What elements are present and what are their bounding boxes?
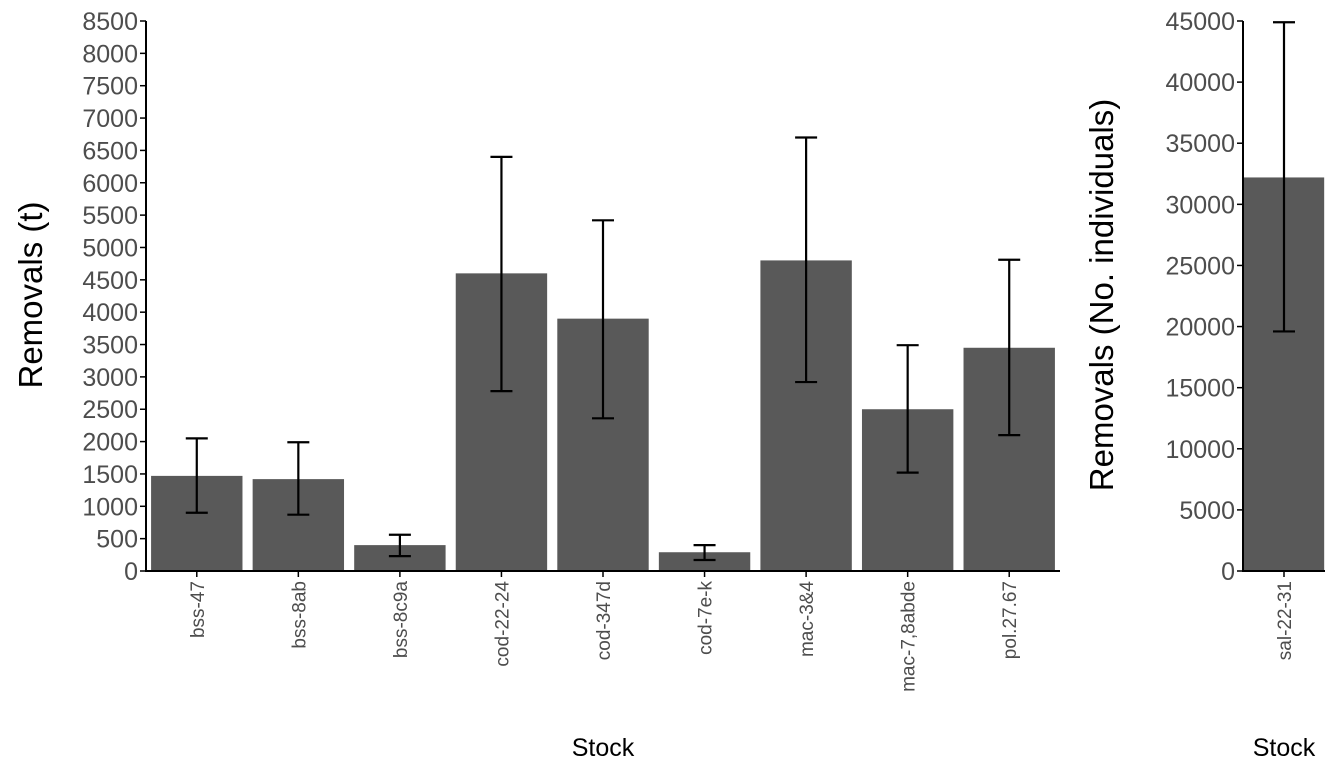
right-y-tick-label: 35000	[1165, 130, 1235, 158]
left-y-tick-label: 4000	[82, 299, 138, 327]
right-y-tick-label: 15000	[1165, 375, 1235, 403]
right-y-tick-label: 30000	[1165, 191, 1235, 219]
left-y-tick-label: 6000	[82, 170, 138, 198]
left-y-tick-label: 500	[96, 526, 138, 554]
right-y-tick-label: 10000	[1165, 436, 1235, 464]
left-y-tick-label: 5000	[82, 234, 138, 262]
left-y-tick-label: 1000	[82, 493, 138, 521]
left-y-tick-label: 3500	[82, 332, 138, 360]
left-y-tick-label: 7000	[82, 105, 138, 133]
left-x-axis-title: Stock	[572, 734, 635, 762]
left-y-tick-label: 8500	[82, 8, 138, 36]
left-y-axis-title: Removals (t)	[12, 201, 49, 388]
right-x-tick-label: sal-22-31	[1275, 581, 1296, 660]
right-y-tick-label: 5000	[1179, 497, 1235, 525]
left-y-tick-label: 5500	[82, 202, 138, 230]
left-x-tick-label: bss-8ab	[289, 581, 310, 649]
left-y-tick-label: 4500	[82, 267, 138, 295]
right-x-axis-title: Stock	[1253, 734, 1316, 762]
left-x-tick-label: cod-347d	[594, 581, 615, 660]
left-x-tick-label: bss-47	[188, 581, 209, 638]
left-x-tick-label: mac-7,8abde	[899, 581, 920, 692]
right-panel: Removals (No. individuals) Stock sal-22-…	[1083, 8, 1325, 762]
left-x-tick-label: pol.27.67	[1000, 581, 1021, 659]
right-y-tick-label: 0	[1221, 558, 1235, 586]
left-bar	[658, 552, 751, 571]
left-y-tick-label: 6500	[82, 137, 138, 165]
left-panel: Removals (t) Stock bss-47 bss-8ab bss-8c9a…	[12, 8, 1060, 762]
left-y-tick-label: 8000	[82, 40, 138, 68]
right-y-tick-label: 40000	[1165, 69, 1235, 97]
right-y-tick-label: 25000	[1165, 252, 1235, 280]
right-y-axis-title: Removals (No. individuals)	[1083, 99, 1120, 491]
left-x-tick-label: cod-7e-k	[696, 581, 717, 655]
left-x-tick-label: cod-22-24	[492, 581, 513, 667]
left-y-tick-label: 3000	[82, 364, 138, 392]
left-y-tick-label: 1500	[82, 461, 138, 489]
left-y-tick-label: 7500	[82, 73, 138, 101]
left-y-tick-label: 2000	[82, 429, 138, 457]
right-y-tick-label: 45000	[1165, 8, 1235, 36]
right-y-tick-label: 20000	[1165, 314, 1235, 342]
left-y-tick-label: 0	[124, 558, 138, 586]
left-x-tick-label: mac-3&4	[797, 581, 818, 657]
left-x-tick-label: bss-8c9a	[391, 581, 412, 659]
left-y-tick-label: 2500	[82, 396, 138, 424]
